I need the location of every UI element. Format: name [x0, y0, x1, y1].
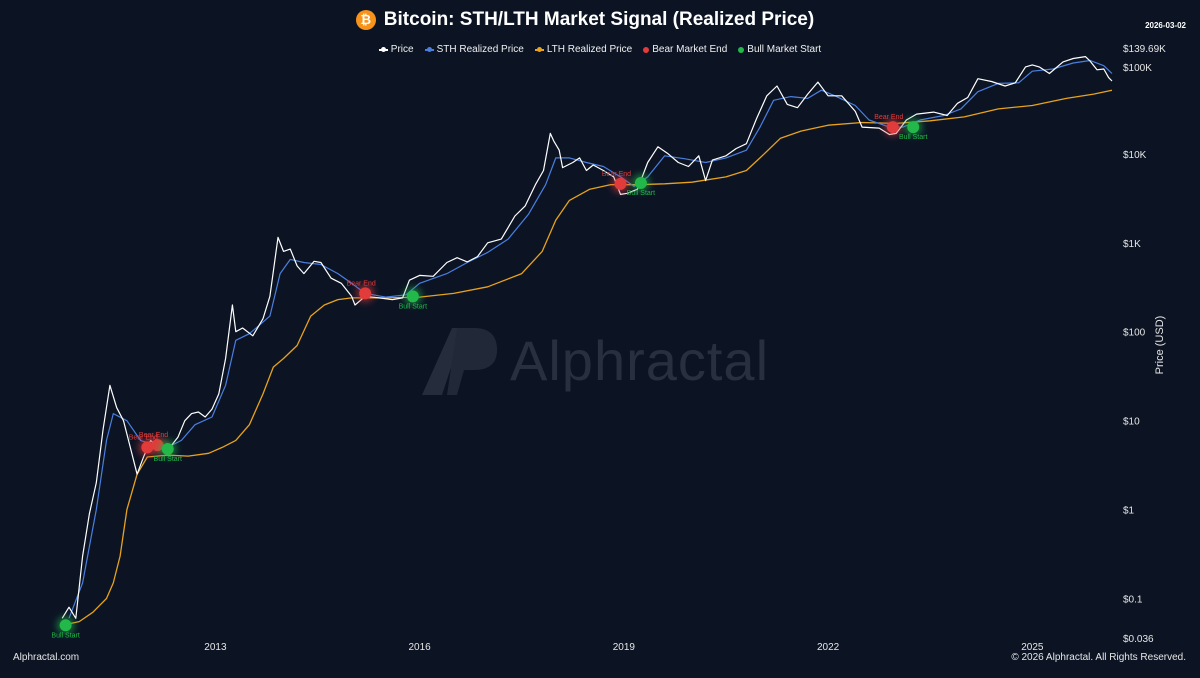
x-tick-label: 2022 — [817, 642, 840, 653]
legend-marker-lth — [534, 46, 544, 52]
bear-marker-label: Bear End — [602, 171, 631, 178]
legend-item-bull[interactable]: Bull Market Start — [738, 44, 821, 55]
x-tick-label: 2016 — [409, 642, 432, 653]
bear-marker-label: Bear End — [129, 434, 158, 441]
x-tick-label: 2025 — [1021, 642, 1044, 653]
bear-marker-label: Bear End — [347, 280, 376, 287]
bull-market-start-marker — [59, 619, 72, 632]
legend-item-lth[interactable]: LTH Realized Price — [534, 44, 633, 55]
y-tick-label: $0.1 — [1123, 595, 1143, 606]
bull-marker-label: Bull Start — [627, 190, 655, 197]
legend-item-price[interactable]: Price — [378, 44, 414, 55]
bull-market-start-marker — [161, 443, 174, 456]
y-tick-label: $100K — [1123, 63, 1152, 74]
y-tick-label: $10K — [1123, 150, 1147, 161]
x-tick-label: 2019 — [613, 642, 636, 653]
legend-item-sth[interactable]: STH Realized Price — [424, 44, 524, 55]
footer-site: Alphractal.com — [13, 652, 80, 663]
y-tick-label: $100 — [1123, 328, 1146, 339]
bull-market-start-marker — [634, 177, 647, 190]
legend-marker-price — [378, 46, 388, 52]
legend-label-price: Price — [390, 44, 414, 55]
legend-label-bull: Bull Market Start — [747, 44, 822, 55]
alphractal-logo-icon — [422, 328, 497, 395]
y-tick-label: $139.69K — [1123, 44, 1166, 55]
bull-marker-label: Bull Start — [154, 456, 182, 463]
bull-marker-label: Bull Start — [899, 134, 927, 141]
legend-item-bear[interactable]: Bear Market End — [643, 44, 727, 55]
bull-market-start-marker — [907, 121, 920, 134]
watermark-text: Alphractal — [510, 328, 770, 392]
y-axis-title: Price (USD) — [1154, 316, 1166, 375]
series-line-sth-realized-price — [68, 59, 1113, 619]
bull-marker-label: Bull Start — [51, 632, 79, 639]
legend-label-sth: STH Realized Price — [436, 44, 524, 55]
legend-label-lth: LTH Realized Price — [546, 44, 633, 55]
chart-title-row: ₿ Bitcoin: STH/LTH Market Signal (Realiz… — [0, 9, 1170, 31]
watermark: Alphractal — [412, 320, 769, 400]
bear-market-end-marker — [359, 287, 372, 300]
x-tick-label: 2013 — [204, 642, 227, 653]
y-tick-label: $10 — [1123, 417, 1140, 428]
legend: Price STH Realized Price LTH Realized Pr… — [0, 44, 1200, 55]
series-line-lth-realized-price — [62, 89, 1113, 626]
bear-marker-label: Bear End — [139, 432, 168, 439]
y-tick-label: $1 — [1123, 506, 1135, 517]
legend-label-bear: Bear Market End — [652, 44, 728, 55]
chart-title: Bitcoin: STH/LTH Market Signal (Realized… — [383, 9, 815, 30]
bull-market-start-marker — [406, 290, 419, 303]
bear-market-end-marker — [886, 121, 899, 134]
footer-copyright: © 2026 Alphractal. All Rights Reserved. — [1011, 652, 1186, 663]
date-stamp: 2026-03-02 — [1145, 21, 1186, 30]
legend-marker-bear — [643, 46, 650, 53]
y-tick-label: $0.036 — [1123, 634, 1154, 645]
series-line-price — [61, 56, 1113, 619]
legend-marker-sth — [424, 46, 434, 52]
y-tick-label: $1K — [1123, 239, 1141, 250]
bull-marker-label: Bull Start — [399, 303, 427, 310]
legend-marker-bull — [738, 46, 745, 53]
bear-marker-label: Bear End — [874, 114, 903, 121]
bear-market-end-marker — [614, 177, 627, 190]
bitcoin-icon: ₿ — [355, 10, 376, 30]
